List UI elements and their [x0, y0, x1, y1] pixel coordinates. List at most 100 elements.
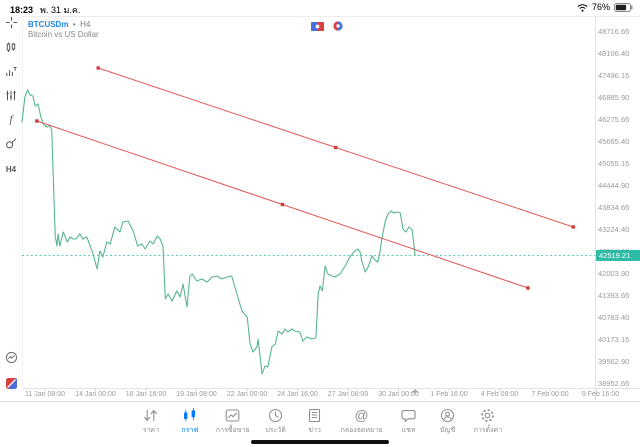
tab-label: กราฟ — [181, 427, 199, 434]
tab-settings[interactable]: การตั้งค่า — [473, 407, 503, 436]
time-axis-separator — [22, 388, 640, 389]
lower-trendline-handle[interactable] — [35, 119, 39, 123]
tab-label: ประวัติ — [265, 427, 286, 434]
time-axis-label: 1 Feb 16:00 — [430, 391, 468, 398]
tab-label: กล่องจดหมาย — [340, 427, 383, 434]
history-icon — [269, 408, 283, 423]
time-axis-label: 14 Jan 00:00 — [75, 391, 116, 398]
chart-side-toolbar: f H4 — [0, 16, 22, 400]
sessions-icon — [5, 351, 17, 363]
upper-trendline-handle[interactable] — [96, 66, 100, 70]
timeframe-button[interactable]: H4 — [0, 160, 22, 178]
time-axis-label: 30 Jan 00:00 — [378, 391, 419, 398]
price-axis-label: 46275.65 — [598, 115, 630, 124]
price-axis-label: 46885.90 — [598, 93, 630, 102]
home-indicator[interactable] — [251, 440, 389, 444]
time-axis-label: 7 Feb 00:00 — [531, 391, 569, 398]
tab-bar: ราคา กราฟ การซื้อขาย ประวัติ ข่าว @ กล่อ… — [0, 401, 640, 441]
settings-icon — [481, 409, 495, 422]
price-axis-label: 44444.90 — [598, 181, 630, 190]
timeframe-label: H4 — [5, 164, 17, 174]
broker-logo-icon — [5, 377, 17, 389]
tab-news[interactable]: ข่าว — [302, 407, 328, 436]
symbol-description: Bitcoin vs US Dollar — [28, 30, 99, 39]
chat-icon — [401, 410, 416, 422]
sessions-button[interactable] — [0, 348, 22, 366]
news-icon — [309, 408, 321, 423]
chart-type-button[interactable] — [0, 38, 22, 56]
trade-icon — [225, 409, 240, 422]
chart-header: BTCUSDm • H4 Bitcoin vs US Dollar — [28, 18, 99, 40]
price-axis-label: 48716.65 — [598, 27, 630, 36]
objects-button[interactable] — [0, 86, 22, 104]
plot-top-border — [22, 16, 640, 17]
market-clock-icon — [333, 21, 343, 31]
battery-icon — [614, 2, 634, 12]
upper-trendline-handle[interactable] — [571, 225, 575, 229]
tab-mailbox[interactable]: @ กล่องจดหมาย — [341, 407, 383, 436]
tab-quotes[interactable]: ราคา — [138, 407, 164, 436]
tab-label: การซื้อขาย — [215, 427, 250, 434]
price-axis-label: 45055.15 — [598, 159, 630, 168]
function-button[interactable]: f — [0, 110, 22, 128]
tab-accounts[interactable]: บัญชี — [435, 407, 461, 436]
chart-type-icon — [6, 42, 16, 52]
price-axis-label: 45665.40 — [598, 137, 630, 146]
svg-text:@: @ — [354, 407, 368, 423]
price-axis-label: 47496.15 — [598, 71, 630, 80]
time-axis-label: 11 Jan 08:00 — [25, 391, 65, 398]
tab-label: การตั้งค่า — [473, 427, 503, 434]
tab-charts[interactable]: กราฟ — [177, 407, 203, 436]
tab-trade[interactable]: การซื้อขาย — [216, 407, 250, 436]
lower-trendline-handle[interactable] — [526, 286, 530, 290]
tab-history[interactable]: ประวัติ — [263, 407, 289, 436]
price-axis-label: 43224.40 — [598, 225, 630, 234]
tab-chat[interactable]: แชท — [396, 407, 422, 436]
tab-label: แชท — [401, 427, 416, 434]
tab-label: ข่าว — [308, 427, 321, 434]
time-axis-label: 27 Jan 08:00 — [327, 391, 369, 398]
time-axis-label: 19 Jan 08:00 — [176, 391, 217, 398]
indicators-button[interactable] — [0, 62, 22, 80]
price-axis-separator — [595, 16, 596, 400]
clock-time: 18:23 — [10, 5, 34, 15]
function-icon: f — [9, 114, 14, 126]
svg-text:f: f — [9, 114, 14, 126]
tab-label: บัญชี — [440, 427, 456, 434]
crosshair-icon — [5, 16, 17, 28]
price-axis-label: 38952.65 — [598, 379, 630, 388]
tab-label: ราคา — [142, 427, 160, 434]
clock-date: พ. 31 ม.ค. — [40, 5, 81, 15]
price-axis-label: 40173.15 — [598, 335, 630, 344]
symbol-flag-icon — [311, 21, 324, 31]
price-axis-label: 40783.40 — [598, 313, 630, 322]
lower-trendline-handle[interactable] — [280, 202, 285, 207]
price-axis-label: 43834.65 — [598, 203, 630, 212]
time-axis-label: 16 Jan 16:00 — [125, 391, 167, 398]
plot-left-border — [22, 16, 23, 388]
crosshair-button[interactable] — [0, 13, 22, 31]
upper-trendline-handle[interactable] — [334, 145, 338, 150]
shapes-button[interactable] — [0, 134, 22, 152]
bid-price-badge: 42519.21 — [596, 249, 640, 261]
price-axis-label: 41393.65 — [598, 291, 630, 300]
last-bar-marker — [411, 389, 419, 393]
broker-logo-button[interactable] — [0, 374, 22, 392]
objects-icon — [6, 90, 16, 100]
wifi-icon — [577, 3, 588, 12]
price-axis-label: 48106.40 — [598, 49, 630, 58]
time-axis-label: 4 Feb 08:00 — [480, 391, 519, 398]
header-separator: • — [72, 20, 76, 29]
indicators-icon — [6, 66, 17, 76]
time-axis-label: 22 Jan 00:00 — [226, 391, 268, 398]
accounts-icon — [441, 408, 455, 423]
quotes-icon — [144, 409, 158, 422]
symbol-label[interactable]: BTCUSDm — [28, 20, 69, 29]
shapes-icon — [6, 137, 17, 148]
battery-percent: 76% — [591, 2, 610, 12]
time-axis-label: 24 Jan 16:00 — [277, 391, 318, 398]
chart-badges — [311, 21, 343, 31]
status-bar: 18:23 พ. 31 ม.ค. 76% — [0, 0, 640, 16]
